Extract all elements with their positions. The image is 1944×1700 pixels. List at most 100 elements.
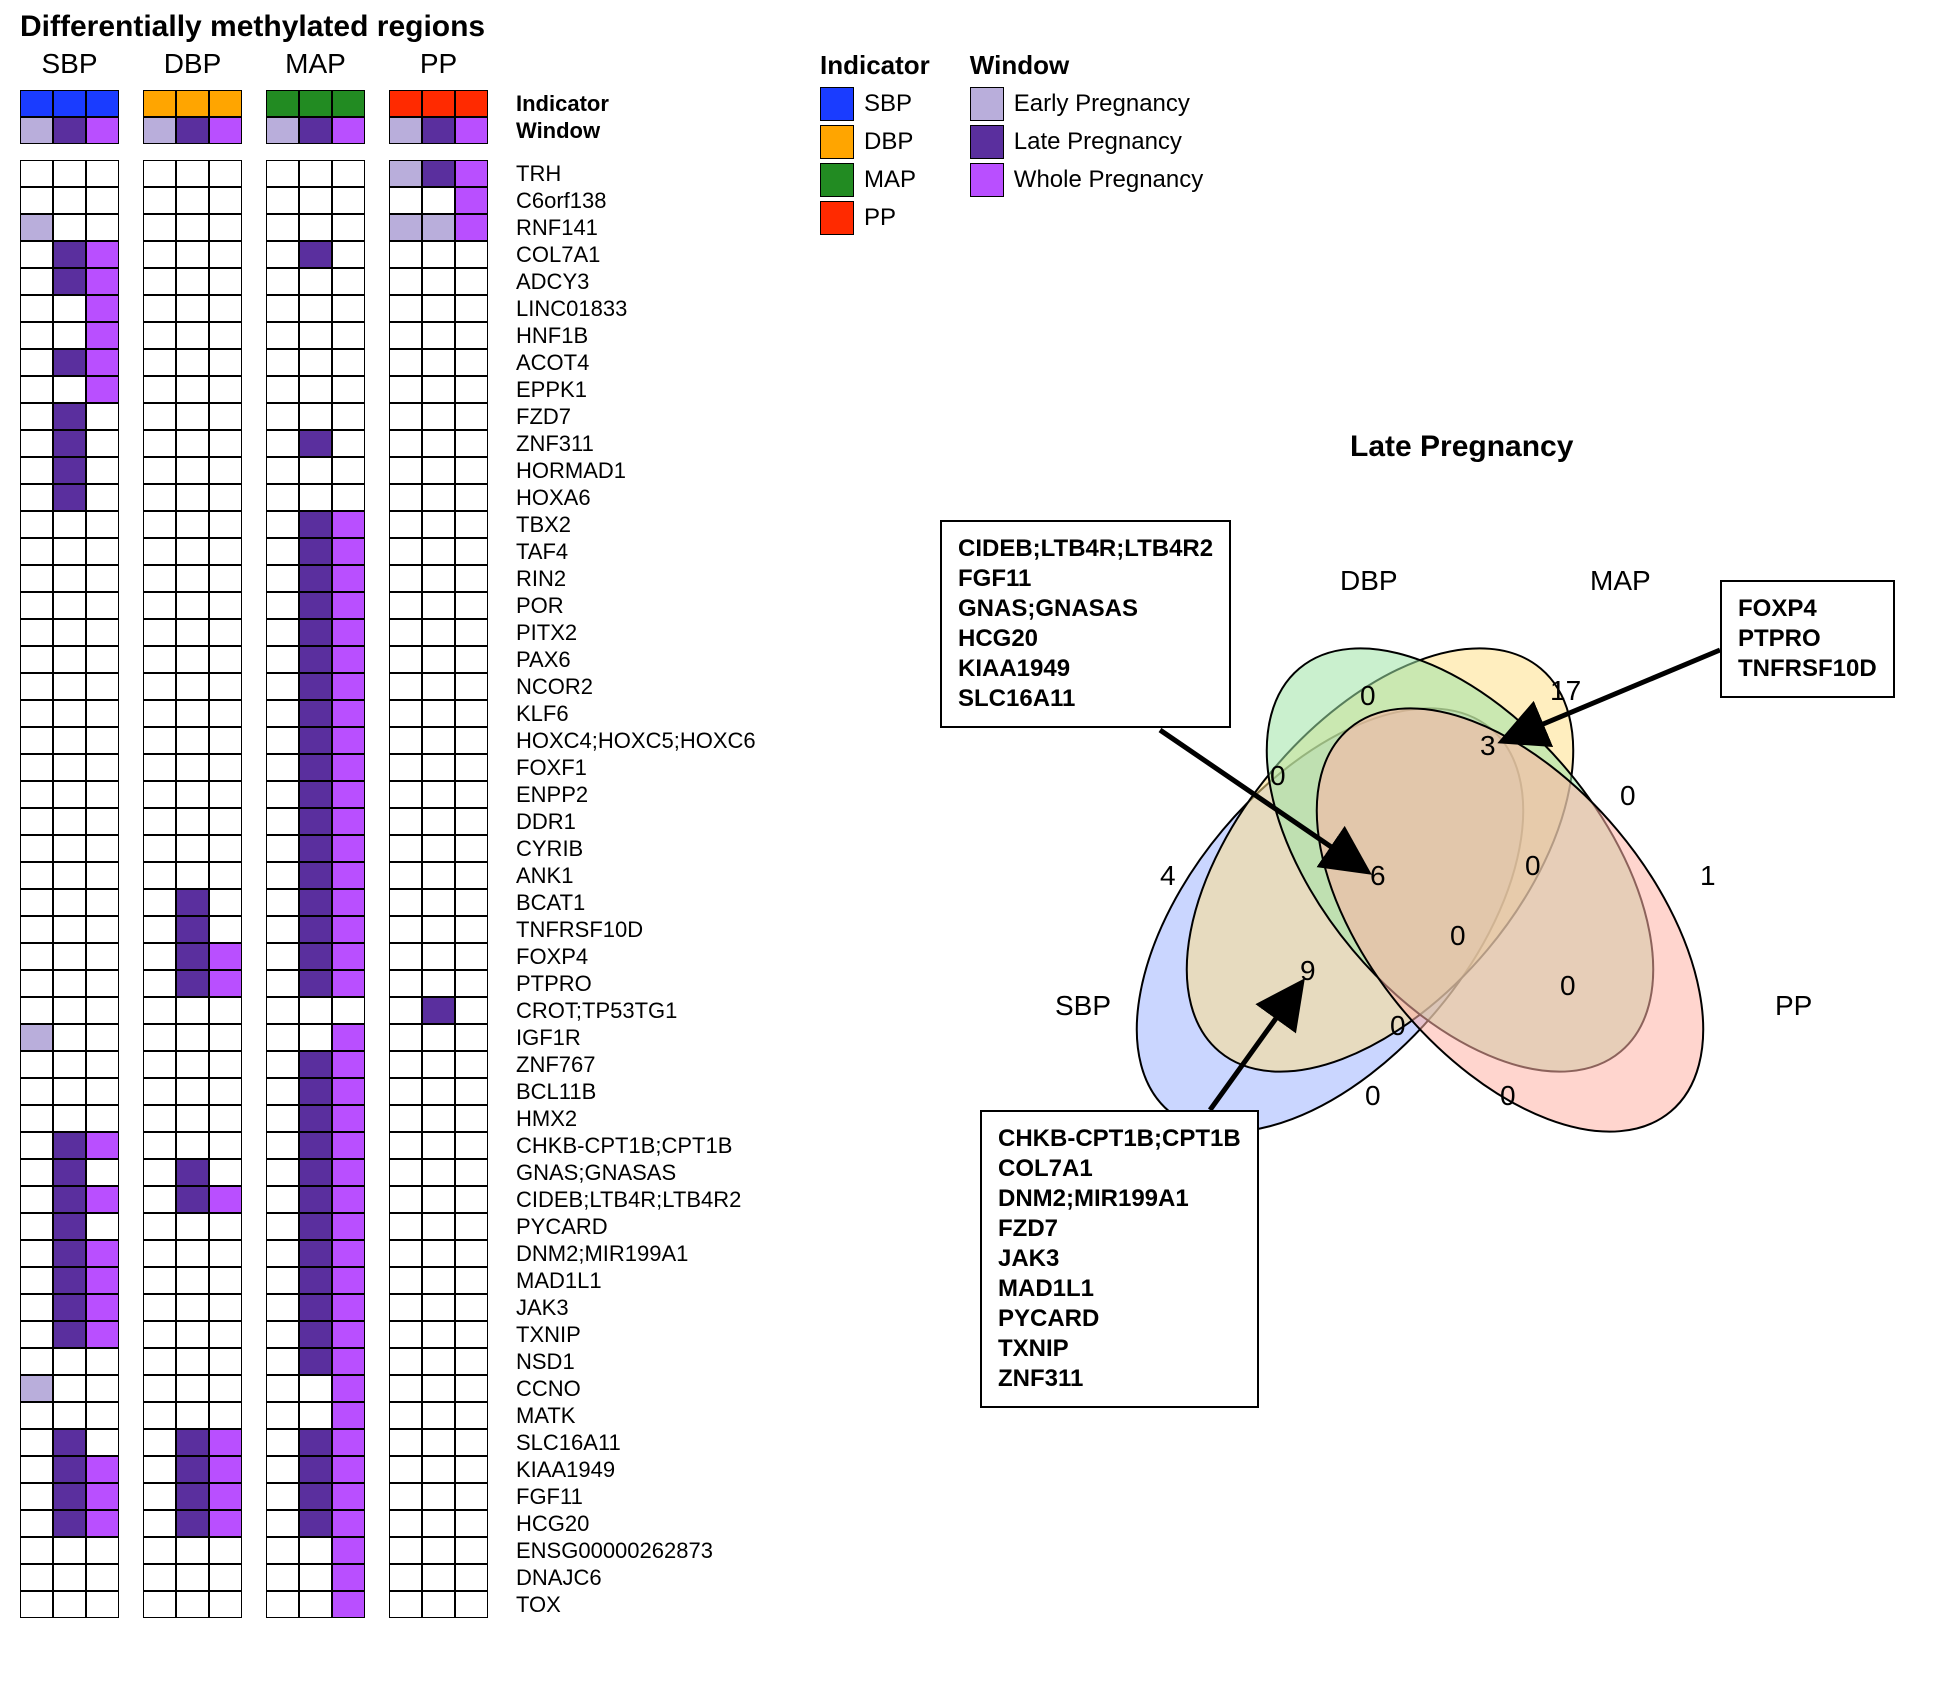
heatmap-cell (209, 1132, 242, 1159)
heatmap-cell (53, 1510, 86, 1537)
gene-label: ENPP2 (516, 781, 588, 808)
heatmap-cell (332, 1375, 365, 1402)
heatmap-cell (389, 646, 422, 673)
heatmap-cell (299, 916, 332, 943)
heatmap-row: ZNF767 (20, 1051, 756, 1078)
heatmap-cell (299, 1429, 332, 1456)
legend-text: MAP (864, 166, 916, 194)
heatmap-cell (143, 1267, 176, 1294)
heatmap-cell (266, 835, 299, 862)
heatmap-cell (332, 214, 365, 241)
heatmap-cell (143, 457, 176, 484)
heatmap-cell (389, 1321, 422, 1348)
heatmap-cell (299, 1402, 332, 1429)
heatmap-cell (176, 1159, 209, 1186)
heatmap-cell (143, 430, 176, 457)
heatmap-cell (422, 1267, 455, 1294)
heatmap-cell (86, 430, 119, 457)
legend-swatch (970, 163, 1004, 197)
heatmap-cell (143, 997, 176, 1024)
heatmap-cell (332, 160, 365, 187)
heatmap-cell (389, 1078, 422, 1105)
heatmap-cell (53, 457, 86, 484)
heatmap-cell (86, 943, 119, 970)
heatmap-cell (176, 1348, 209, 1375)
venn-count-map: 17 (1550, 675, 1581, 707)
venn-count-dbp: 0 (1360, 680, 1376, 712)
heatmap-cell (422, 727, 455, 754)
gene-label: TRH (516, 160, 561, 187)
gene-label: NCOR2 (516, 673, 593, 700)
heatmap-cell (389, 808, 422, 835)
heatmap-cell (389, 484, 422, 511)
legend-swatch (970, 125, 1004, 159)
heatmap-cell (86, 1132, 119, 1159)
heatmap-cell (176, 1564, 209, 1591)
heatmap-cell (20, 565, 53, 592)
heatmap-cell (299, 430, 332, 457)
heatmap-cell (20, 214, 53, 241)
heatmap-cell (332, 1159, 365, 1186)
heatmap-cell (20, 1537, 53, 1564)
heatmap-cell (209, 943, 242, 970)
heatmap-cell (332, 592, 365, 619)
heatmap-cell (299, 1294, 332, 1321)
heatmap-cell (332, 1483, 365, 1510)
heatmap-cell (422, 1051, 455, 1078)
heatmap-cell (53, 619, 86, 646)
legend-text: Late Pregnancy (1014, 128, 1182, 156)
heatmap-cell (20, 592, 53, 619)
legend-item: Early Pregnancy (970, 87, 1203, 121)
heatmap-cell (143, 117, 176, 144)
heatmap-cell (143, 1132, 176, 1159)
heatmap-row: CYRIB (20, 835, 756, 862)
heatmap-cell (176, 835, 209, 862)
heatmap-cell (389, 1186, 422, 1213)
heatmap-cell (332, 565, 365, 592)
heatmap-cell (266, 1294, 299, 1321)
heatmap-cell (143, 511, 176, 538)
heatmap-cell (266, 1213, 299, 1240)
heatmap-cell (422, 295, 455, 322)
legend-swatch (820, 125, 854, 159)
heatmap-cell (389, 187, 422, 214)
heatmap-cell (299, 376, 332, 403)
heatmap-cell (20, 1483, 53, 1510)
heatmap-cell (266, 1267, 299, 1294)
heatmap-cell (299, 673, 332, 700)
heatmap-cell (266, 1321, 299, 1348)
gene-label: BCL11B (516, 1078, 596, 1105)
heatmap-cell (86, 117, 119, 144)
venn-callout-sbp-map: CHKB-CPT1B;CPT1B COL7A1DNM2;MIR199A1FZD7… (980, 1110, 1259, 1408)
heatmap-cell (299, 1537, 332, 1564)
heatmap-cell (299, 943, 332, 970)
heatmap-cell (266, 1348, 299, 1375)
legend-swatch (820, 163, 854, 197)
heatmap-cell (53, 970, 86, 997)
heatmap-cell (455, 1294, 488, 1321)
heatmap-cell (176, 1537, 209, 1564)
heatmap-cell (20, 187, 53, 214)
heatmap-cell (53, 160, 86, 187)
heatmap-cell (422, 1159, 455, 1186)
gene-label: CCNO (516, 1375, 581, 1402)
heatmap-cell (332, 1105, 365, 1132)
column-group-labels: SBP DBP MAP PP (20, 48, 512, 80)
heatmap-cell (266, 970, 299, 997)
heatmap-cell (209, 1429, 242, 1456)
heatmap-cell (176, 1051, 209, 1078)
heatmap-cell (422, 781, 455, 808)
heatmap-cell (389, 160, 422, 187)
heatmap-cell (266, 808, 299, 835)
heatmap-cell (266, 862, 299, 889)
heatmap-cell (143, 538, 176, 565)
heatmap-cell (20, 403, 53, 430)
venn-count-map-pp: 0 (1620, 780, 1636, 812)
gene-label: EPPK1 (516, 376, 587, 403)
heatmap-cell (389, 592, 422, 619)
heatmap-cell (209, 1078, 242, 1105)
heatmap-cell (86, 1321, 119, 1348)
legend-swatch (970, 87, 1004, 121)
heatmap-cell (143, 376, 176, 403)
heatmap-cell (389, 1564, 422, 1591)
